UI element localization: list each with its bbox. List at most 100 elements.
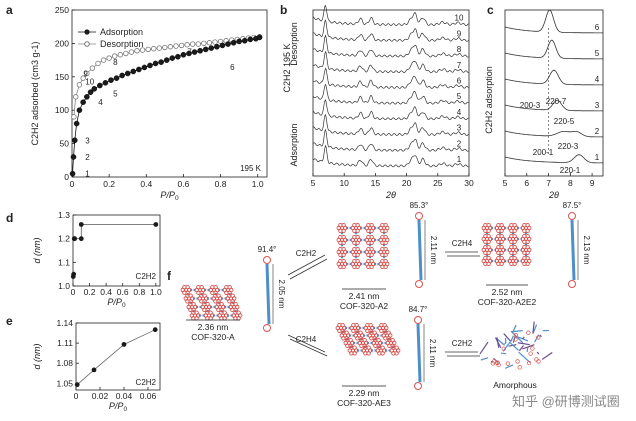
rosette-core: [342, 333, 348, 338]
cof320ae3-monomer-length-label: 2.11 nm: [428, 339, 437, 368]
panel-e-xtick-label: 0.04: [116, 391, 133, 401]
rosette-core: [523, 236, 529, 242]
panel-a-adsorption-point: [169, 55, 176, 61]
panel-a-annotation: 10: [85, 77, 94, 86]
panel-a-adsorption-point: [69, 170, 76, 177]
cof320a-node: [208, 285, 220, 295]
amorphous-strand: [518, 345, 524, 352]
cof320a2-node: [336, 235, 348, 245]
panel-a-adsorption-point: [202, 46, 209, 53]
panel-b-pattern-8: [312, 34, 469, 58]
cof320a2-monomer-angle-label: 85.3°: [410, 201, 429, 210]
cof320a2e2-node: [507, 223, 519, 233]
rosette-core: [360, 340, 366, 346]
amorphous-strand: [539, 334, 542, 338]
amorphous-strand: [532, 321, 535, 334]
panel-a-desorption-point: [212, 39, 218, 45]
panel-a-xtick-label: 0.4: [140, 179, 152, 189]
panel-b-series-label: 2: [457, 139, 462, 148]
panel-a-desorption-point: [139, 47, 146, 53]
panel-a-xlabel: P/P0: [160, 190, 179, 202]
cof320a2-node: [364, 259, 376, 269]
cof320a-node: [186, 302, 198, 312]
panel-d-ytick-label: 1.2: [58, 234, 70, 244]
panel-e-line: [76, 329, 156, 385]
a2-to-a2e2-arrow-label: C2H4: [452, 239, 473, 248]
panel-d-ytick-label: 1.0: [58, 281, 70, 291]
amorphous-node: [495, 360, 500, 365]
panel-c-xtick-label: 9: [590, 178, 595, 188]
cof320a2-node: [378, 235, 390, 245]
panel-a-ytick-label: 250: [55, 5, 69, 15]
panel-a-desorption-point: [106, 55, 112, 61]
panel-d-ytick-label: 1.3: [58, 210, 70, 220]
cof320ae3-node: [349, 323, 361, 333]
cof320a2-node: [364, 223, 376, 233]
rosette-core: [381, 237, 387, 243]
panel-c-series-label: 1: [595, 153, 600, 162]
panel-a-adsorption-point: [241, 37, 248, 44]
rosette-core: [203, 304, 209, 310]
panel-e-ytick-label: 1.05: [56, 378, 73, 388]
panel-a-adsorption-point: [84, 94, 90, 100]
cof320a-monomer-backbone: [265, 263, 271, 325]
cof320a-node: [200, 302, 212, 312]
rosette-core: [206, 313, 212, 318]
panel-e-xtick-label: 0.06: [140, 391, 157, 401]
rosette-core: [339, 225, 345, 231]
panel-e-point: [74, 382, 80, 388]
cof320ae3-node: [335, 323, 347, 333]
panel-b-pattern-5: [312, 83, 469, 105]
panel-c-pxrd-zoom: 5 6 7 8 9 2θ C2H2 adsorption 1 2 3 4 5 6 200-3 220-7 22…: [484, 9, 604, 200]
panel-a-annotation: 9: [83, 69, 88, 78]
panel-a-adsorption-point: [87, 89, 94, 95]
rosette-core: [346, 340, 352, 346]
rosette-core: [497, 247, 503, 253]
cof320a2-node: [350, 259, 362, 269]
amorphous-node: [505, 361, 511, 366]
panel-e-point: [91, 367, 97, 373]
panel-c-series-label: 4: [595, 75, 600, 84]
cof320a2e2-monomer-angle-label: 87.5°: [563, 201, 582, 210]
a-to-ae3-arrow-label: C2H4: [296, 335, 317, 344]
panel-a-desorption-point: [84, 70, 90, 77]
panel-c-pattern-5: [504, 39, 603, 60]
panel-a-adsorption-point: [186, 50, 192, 57]
cof320ae3-node: [381, 330, 393, 341]
rosette-core: [217, 304, 223, 310]
panel-b-xlabel: 2θ: [385, 190, 396, 200]
rosette-core: [523, 247, 529, 253]
panel-a-adsorption-point: [225, 41, 231, 47]
panel-a-adsorption-point: [141, 64, 148, 71]
panel-d-xlabel: P/P0: [107, 297, 126, 309]
panel-d-point: [153, 222, 159, 227]
panel-b-series-label: 6: [457, 77, 462, 86]
panel-a-annotation: 8: [113, 58, 118, 67]
cof320a2-node: [350, 223, 362, 233]
panel-b-pattern-7: [312, 50, 469, 74]
panel-a-adsorption-point: [97, 82, 103, 89]
cof320a-node: [214, 302, 226, 312]
amorphous-strand: [526, 347, 529, 353]
cof320a-node: [180, 285, 192, 295]
panel-c-peak-label: 220-7: [546, 97, 567, 106]
panel-b-series-label: 4: [457, 108, 462, 117]
cof320a2e2-node: [520, 256, 532, 266]
panel-c-peak-label: 220-1: [560, 166, 581, 175]
panel-b-series-label: 1: [457, 155, 462, 164]
cof320a-node: [228, 302, 240, 312]
cof320a-node: [189, 310, 201, 321]
cof320a2-node: [336, 247, 348, 257]
rosette-core: [220, 313, 226, 318]
a-to-a2-arrow-top: [287, 254, 326, 276]
amorphous-strand: [518, 351, 531, 363]
amorphous-strand: [503, 333, 511, 342]
cof320a2-monomer-backbone: [417, 219, 423, 281]
a-to-a2-arrow-label: C2H2: [296, 249, 317, 258]
panel-b-series-label: 3: [457, 124, 462, 133]
a-to-ae3-arrow-bottom: [289, 338, 328, 357]
panel-a-desorption-point: [201, 40, 207, 47]
panel-a-desorption-point: [151, 46, 157, 52]
panel-a-adsorption-point: [208, 45, 215, 51]
cof320a2-node: [378, 247, 390, 257]
